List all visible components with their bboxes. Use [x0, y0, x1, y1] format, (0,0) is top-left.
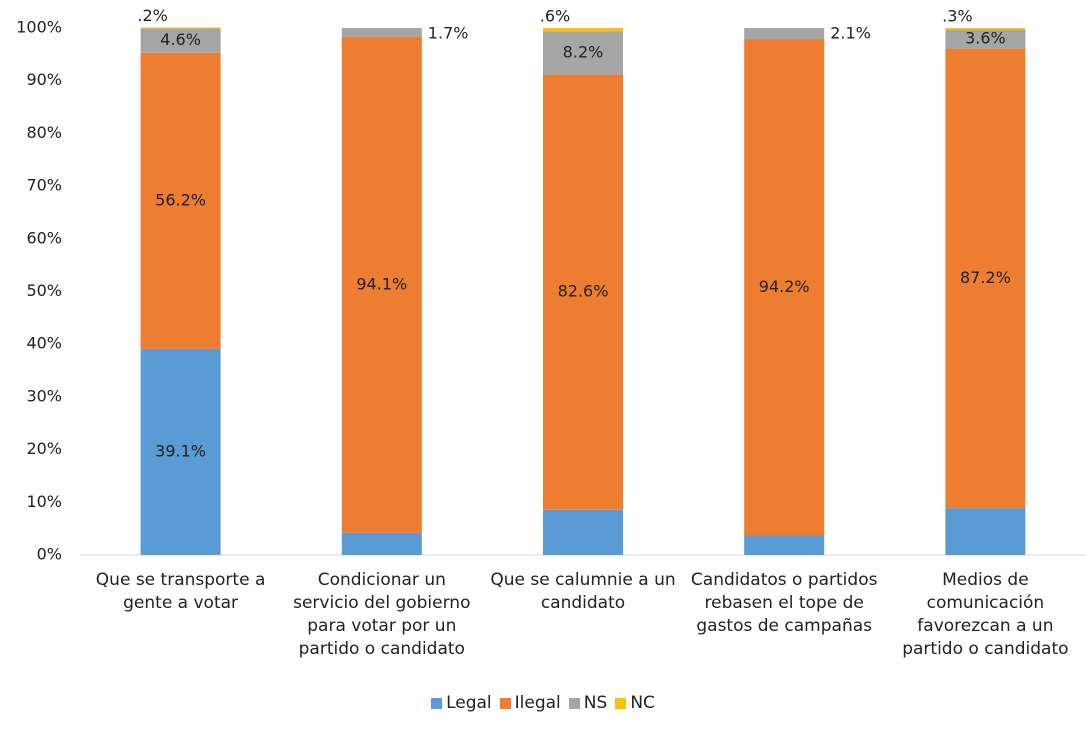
- bar-segment: [140, 348, 221, 555]
- legend-item: Ilegal: [499, 693, 561, 713]
- y-tick-label: 90%: [26, 70, 62, 89]
- x-tick-label: Candidatos o partidos rebasen el tope de…: [690, 570, 878, 636]
- data-label: 56.2%: [155, 190, 206, 209]
- y-tick-label: 0%: [37, 545, 62, 564]
- data-label: 82.6%: [558, 282, 609, 301]
- y-tick-label: 20%: [26, 439, 62, 458]
- legend-label: NC: [630, 693, 655, 713]
- legend-label: Ilegal: [514, 693, 561, 713]
- bar-segment: [744, 28, 825, 40]
- legend-swatch: [431, 698, 443, 709]
- bar-segment: [140, 27, 221, 29]
- x-tick-label: Medios de comunicación favorezcan a un p…: [902, 570, 1069, 659]
- legend-label: NS: [583, 693, 608, 713]
- bar-segment: [543, 74, 623, 510]
- x-tick-label: Que se calumnie a un candidato: [490, 570, 676, 613]
- legend-swatch: [568, 698, 580, 709]
- y-tick-label: 10%: [26, 492, 62, 511]
- bar-segment: [945, 48, 1026, 509]
- bar-segment: [341, 28, 422, 37]
- x-tick-label: Condicionar un servicio del gobierno par…: [293, 570, 471, 659]
- bar-segment: [543, 509, 623, 555]
- bar-segment: [543, 28, 623, 32]
- legend-swatch: [615, 698, 627, 709]
- legend-item: NC: [615, 693, 655, 713]
- x-tick-label: Que se transporte a gente a votar: [95, 570, 266, 613]
- legend-item: Legal: [431, 693, 492, 713]
- legend-swatch: [499, 698, 511, 709]
- data-label: 2.1%: [830, 24, 871, 43]
- bar-segment: [945, 29, 1026, 49]
- bar-segment: [744, 39, 825, 536]
- legend-label: Legal: [446, 693, 492, 713]
- data-label: .2%: [137, 6, 167, 25]
- data-label: 94.1%: [356, 274, 407, 293]
- data-label: .6%: [540, 7, 570, 26]
- bar-segment: [945, 28, 1026, 30]
- data-label: 1.7%: [428, 24, 469, 43]
- bar-segment: [543, 31, 623, 75]
- y-tick-label: 40%: [26, 334, 62, 353]
- legend: Legal Ilegal NS NC: [0, 693, 1086, 713]
- y-tick-label: 80%: [26, 123, 62, 142]
- y-tick-label: 50%: [26, 281, 62, 300]
- data-label: 3.6%: [965, 29, 1006, 48]
- bar-segment: [945, 508, 1026, 555]
- bar-segment: [744, 535, 825, 555]
- bar-segment: [341, 36, 422, 533]
- data-label: 39.1%: [155, 441, 206, 460]
- data-label: 4.6%: [160, 30, 201, 49]
- data-label: 8.2%: [563, 42, 604, 61]
- bar-segment: [341, 532, 422, 555]
- bar-segment: [140, 52, 221, 349]
- data-label: .3%: [942, 7, 972, 26]
- y-tick-label: 70%: [26, 176, 62, 195]
- y-tick-label: 30%: [26, 386, 62, 405]
- y-tick-label: 60%: [26, 228, 62, 247]
- y-tick-label: 100%: [16, 18, 62, 37]
- data-label: 94.2%: [759, 277, 810, 296]
- legend-item: NS: [568, 693, 608, 713]
- data-label: 87.2%: [960, 268, 1011, 287]
- bar-segment: [140, 28, 221, 53]
